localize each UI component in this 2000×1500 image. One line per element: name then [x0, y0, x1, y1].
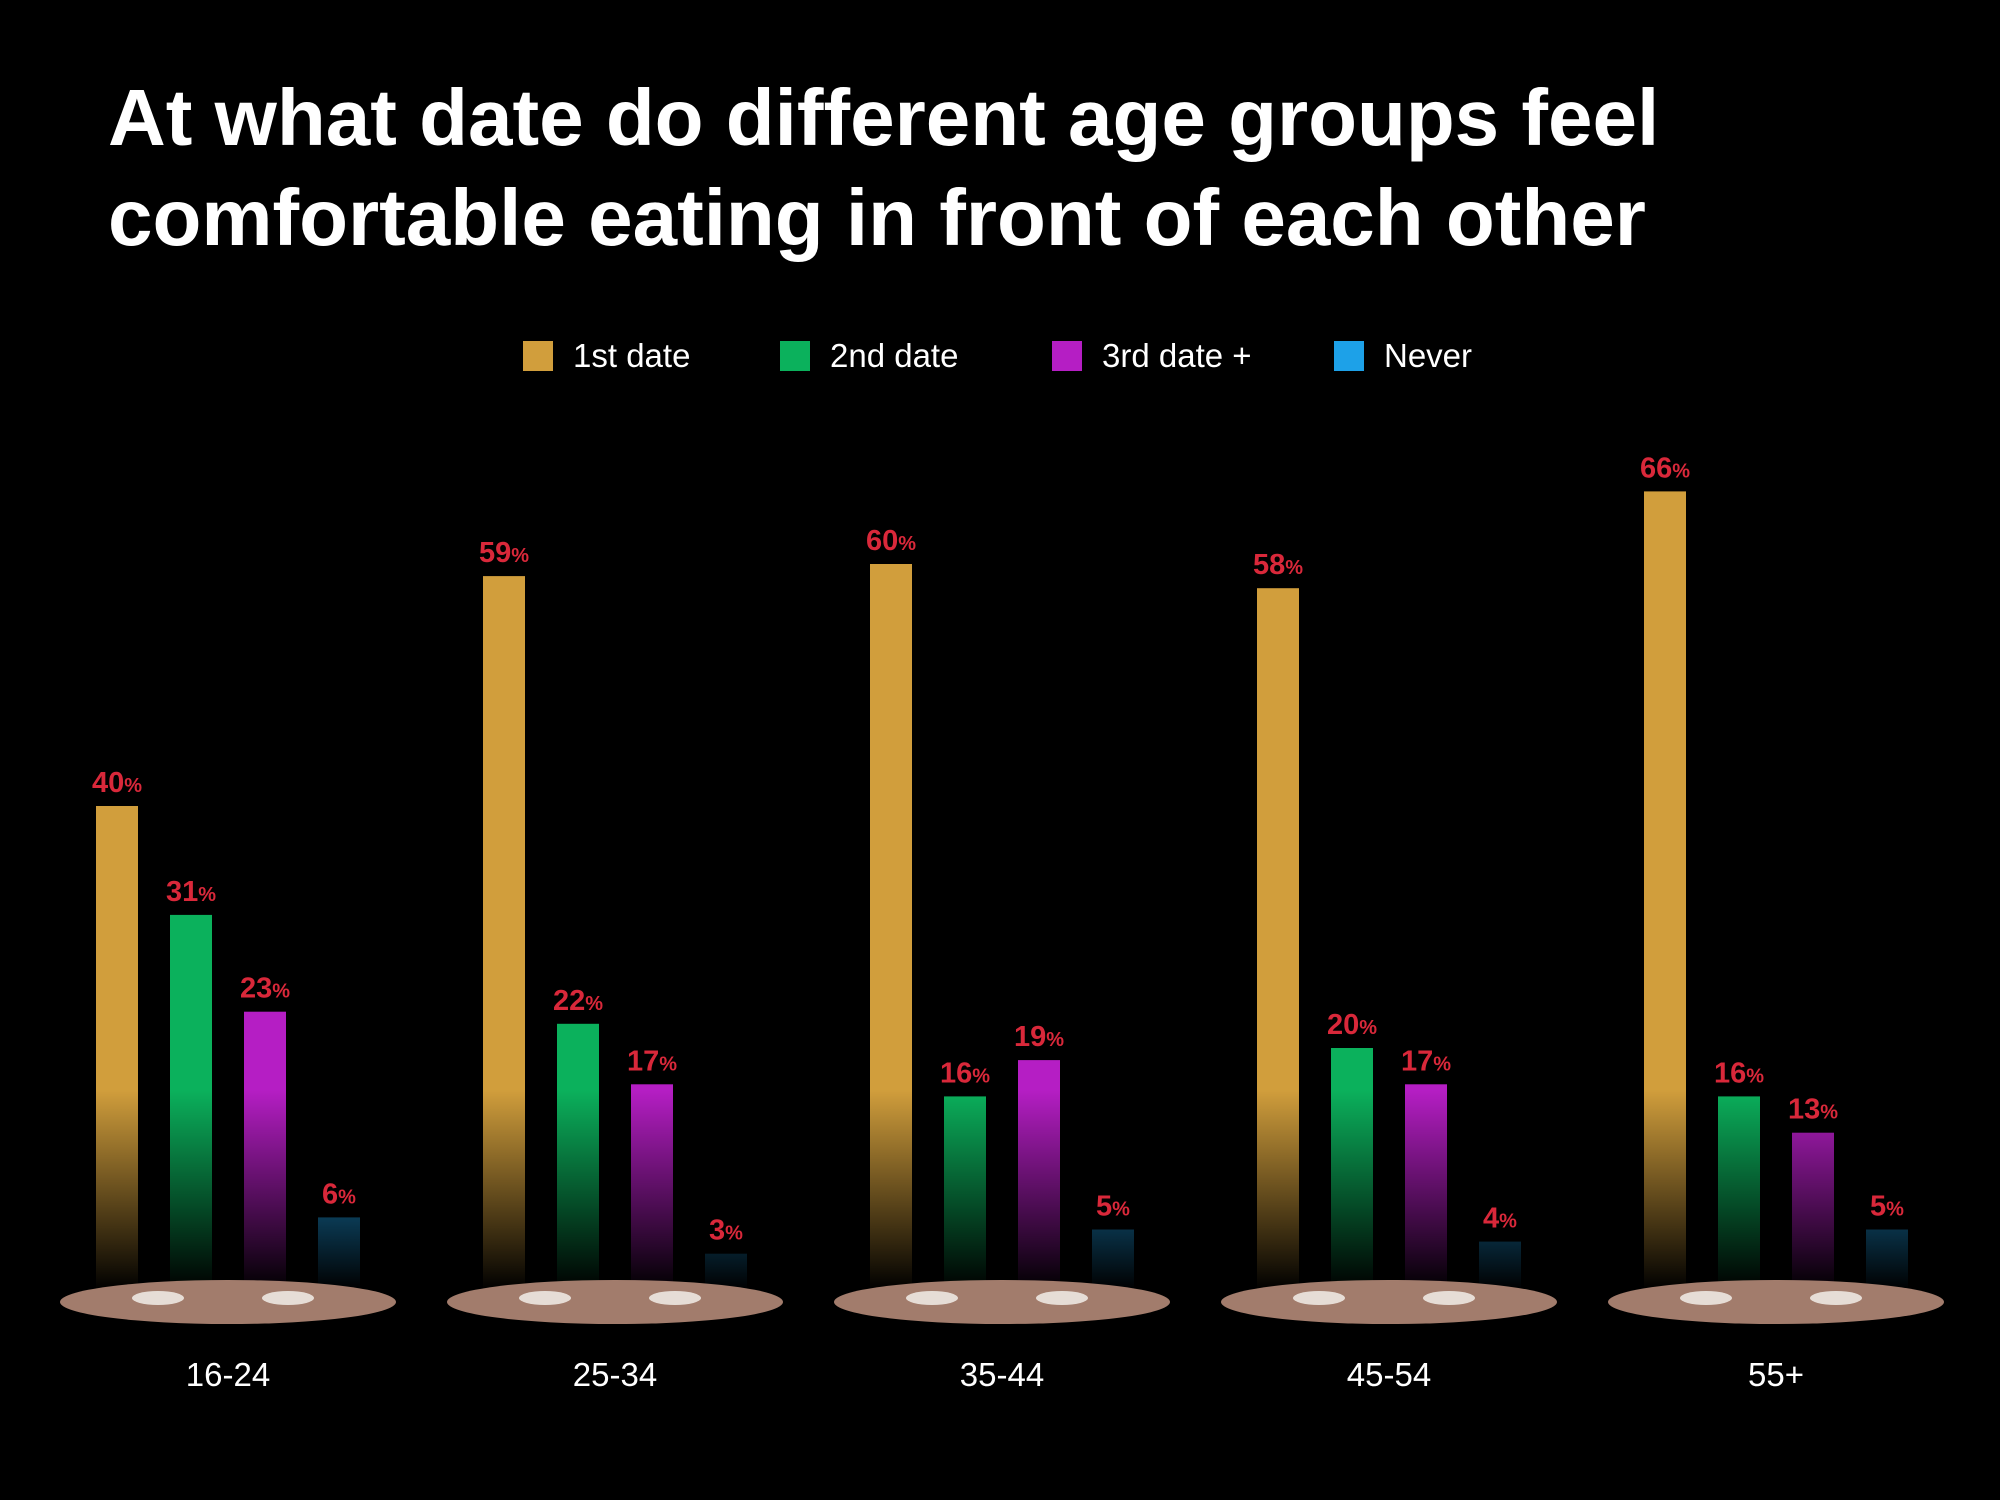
value-label-35-44-3rd-date: 19% [1014, 1021, 1064, 1053]
value-label-16-24-never: 6% [322, 1178, 356, 1210]
dining-table-illustration-25-34 [447, 1280, 783, 1324]
legend: 1st date 2nd date 3rd date + Never [0, 330, 2000, 382]
bar-fade-45-54 [1253, 1090, 1525, 1290]
value-label-25-34-never: 3% [709, 1215, 743, 1247]
value-label-35-44-never: 5% [1096, 1191, 1130, 1223]
legend-label-1st-date: 1st date [573, 337, 691, 374]
dining-table-illustration-35-44 [834, 1280, 1170, 1324]
legend-label-never: Never [1384, 337, 1473, 374]
dining-table-illustration-45-54 [1221, 1280, 1557, 1324]
value-label-55-never: 5% [1870, 1191, 1904, 1223]
labels-layer: 40% 31% 23% 6% 16-24 59% 22% 17% 3% 25-34 60% 16% 19… [92, 452, 1904, 1393]
bar-fade-16-24 [92, 1090, 364, 1290]
chart-title-line-2: comfortable eating in front of each othe… [108, 173, 1646, 262]
dining-table-illustration-55 [1608, 1280, 1944, 1324]
value-label-45-54-2nd-date: 20% [1327, 1009, 1377, 1041]
legend-swatch-never [1334, 341, 1364, 371]
chart-title: At what date do different age groups fee… [108, 68, 1908, 268]
value-label-16-24-2nd-date: 31% [166, 876, 216, 908]
value-label-45-54-3rd-date: 17% [1401, 1045, 1451, 1077]
value-label-45-54-never: 4% [1483, 1203, 1517, 1235]
value-label-45-54-1st-date: 58% [1253, 549, 1303, 581]
value-label-55-1st-date: 66% [1640, 452, 1690, 484]
value-label-16-24-3rd-date: 23% [240, 973, 290, 1005]
legend-swatch-3rd-date [1052, 341, 1082, 371]
bar-fade-35-44 [866, 1090, 1138, 1290]
legend-item-1st-date: 1st date [523, 330, 690, 382]
legend-item-2nd-date: 2nd date [780, 330, 958, 382]
category-label-25-34: 25-34 [573, 1356, 657, 1393]
value-label-35-44-2nd-date: 16% [940, 1057, 990, 1089]
value-label-25-34-3rd-date: 17% [627, 1045, 677, 1077]
bar-fade-55 [1640, 1090, 1912, 1290]
value-label-25-34-1st-date: 59% [479, 537, 529, 569]
category-label-16-24: 16-24 [186, 1356, 270, 1393]
chart-title-line-1: At what date do different age groups fee… [108, 73, 1660, 162]
value-label-55-2nd-date: 16% [1714, 1057, 1764, 1089]
legend-item-never: Never [1334, 330, 1472, 382]
dining-table-illustration-16-24 [60, 1280, 396, 1324]
bars-layer [92, 491, 1912, 1290]
category-label-45-54: 45-54 [1347, 1356, 1431, 1393]
legend-label-3rd-date: 3rd date + [1102, 337, 1252, 374]
bar-fade-25-34 [479, 1090, 751, 1290]
value-label-55-3rd-date: 13% [1788, 1094, 1838, 1126]
value-label-25-34-2nd-date: 22% [553, 985, 603, 1017]
value-label-35-44-1st-date: 60% [866, 525, 916, 557]
category-label-35-44: 35-44 [960, 1356, 1044, 1393]
illustration-layer [60, 1280, 1944, 1324]
legend-label-2nd-date: 2nd date [830, 337, 959, 374]
legend-item-3rd-date: 3rd date + [1052, 330, 1252, 382]
legend-swatch-1st-date [523, 341, 553, 371]
value-label-16-24-1st-date: 40% [92, 767, 142, 799]
legend-swatch-2nd-date [780, 341, 810, 371]
category-label-55: 55+ [1748, 1356, 1804, 1393]
